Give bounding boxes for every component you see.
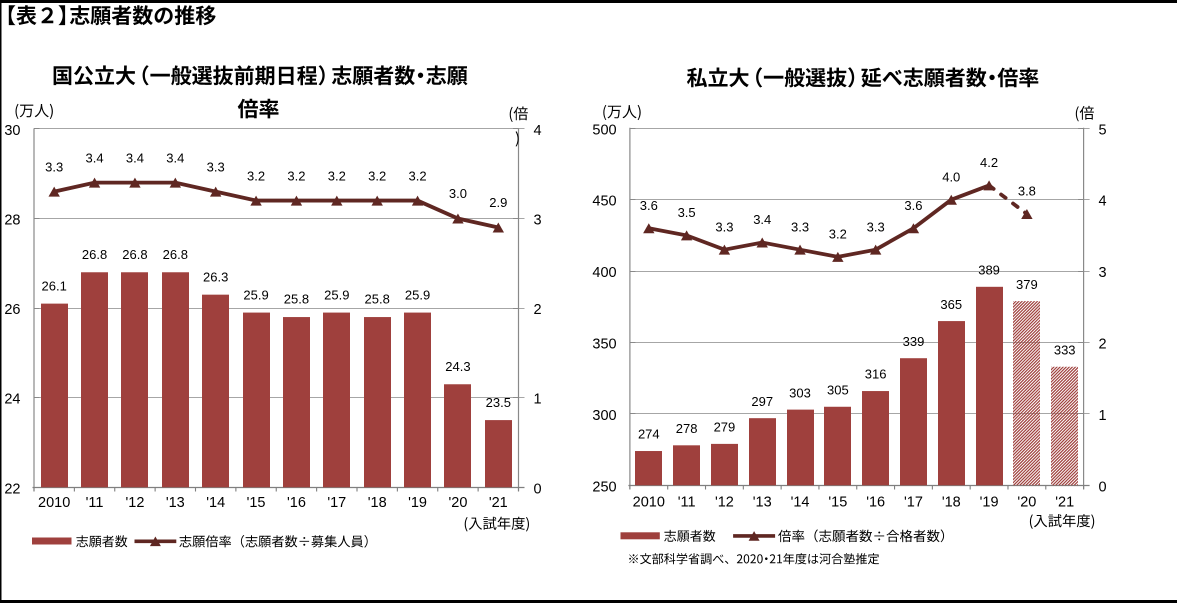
svg-text:'15: '15 [828, 495, 847, 511]
svg-text:23.5: 23.5 [486, 395, 511, 410]
svg-text:3.0: 3.0 [449, 186, 467, 201]
svg-text:333: 333 [1054, 343, 1076, 358]
svg-text:'13: '13 [753, 495, 772, 511]
svg-text:3.4: 3.4 [126, 150, 144, 165]
svg-text:4.0: 4.0 [942, 169, 960, 184]
svg-text:4: 4 [1099, 194, 1107, 210]
svg-text:3.2: 3.2 [287, 168, 305, 183]
svg-text:303: 303 [789, 385, 811, 400]
svg-text:26.8: 26.8 [122, 247, 147, 262]
svg-text:22: 22 [4, 481, 20, 497]
svg-text:3.2: 3.2 [328, 168, 346, 183]
svg-text:'15: '15 [247, 495, 266, 511]
svg-text:25.9: 25.9 [243, 287, 268, 302]
svg-text:3.3: 3.3 [45, 159, 63, 174]
svg-text:'19: '19 [980, 495, 999, 511]
svg-text:2.9: 2.9 [489, 195, 507, 210]
svg-text:0: 0 [534, 481, 542, 497]
svg-text:3.2: 3.2 [409, 168, 427, 183]
svg-text:4.2: 4.2 [980, 155, 998, 170]
svg-text:3.4: 3.4 [753, 212, 771, 227]
svg-text:2010: 2010 [633, 495, 665, 511]
svg-text:3.6: 3.6 [640, 198, 658, 213]
svg-text:500: 500 [592, 122, 616, 138]
svg-text:'21: '21 [489, 495, 508, 511]
svg-text:3.2: 3.2 [829, 227, 847, 242]
svg-text:5: 5 [1099, 122, 1107, 138]
svg-text:25.8: 25.8 [365, 292, 390, 307]
svg-text:'14: '14 [791, 495, 810, 511]
svg-text:28: 28 [4, 213, 20, 229]
svg-text:25.9: 25.9 [405, 287, 430, 302]
svg-text:'13: '13 [166, 495, 185, 511]
svg-text:'12: '12 [715, 495, 734, 511]
svg-text:365: 365 [940, 297, 962, 312]
svg-text:26.1: 26.1 [42, 278, 67, 293]
svg-text:278: 278 [676, 421, 698, 436]
svg-text:'17: '17 [327, 495, 346, 511]
svg-text:1: 1 [1099, 408, 1107, 424]
svg-text:24: 24 [4, 392, 20, 408]
svg-text:'18: '18 [942, 495, 961, 511]
svg-text:450: 450 [592, 194, 616, 210]
svg-text:'20: '20 [448, 495, 467, 511]
svg-text:3.4: 3.4 [86, 150, 104, 165]
svg-text:3.8: 3.8 [1018, 184, 1036, 199]
svg-text:26.8: 26.8 [82, 247, 107, 262]
svg-text:297: 297 [751, 394, 773, 409]
svg-text:3.3: 3.3 [791, 219, 809, 234]
svg-text:3.5: 3.5 [678, 205, 696, 220]
svg-text:3: 3 [1099, 265, 1107, 281]
svg-text:274: 274 [638, 427, 660, 442]
svg-text:25.9: 25.9 [324, 287, 349, 302]
svg-text:'14: '14 [206, 495, 225, 511]
svg-text:350: 350 [592, 337, 616, 353]
svg-text:250: 250 [592, 479, 616, 495]
svg-text:24.3: 24.3 [445, 359, 470, 374]
svg-text:300: 300 [592, 408, 616, 424]
svg-text:26.3: 26.3 [203, 269, 228, 284]
svg-text:'16: '16 [866, 495, 885, 511]
svg-text:400: 400 [592, 265, 616, 281]
svg-text:2010: 2010 [38, 495, 70, 511]
svg-text:389: 389 [978, 263, 1000, 278]
svg-text:3.3: 3.3 [207, 159, 225, 174]
svg-text:'16: '16 [287, 495, 306, 511]
svg-text:339: 339 [903, 334, 925, 349]
svg-text:305: 305 [827, 382, 849, 397]
svg-text:'12: '12 [125, 495, 144, 511]
svg-text:'19: '19 [408, 495, 427, 511]
svg-text:'11: '11 [678, 495, 696, 511]
svg-text:'18: '18 [368, 495, 387, 511]
svg-text:379: 379 [1016, 277, 1038, 292]
svg-text:1: 1 [534, 392, 542, 408]
svg-text:3: 3 [534, 213, 542, 229]
svg-text:0: 0 [1099, 479, 1107, 495]
svg-text:'21: '21 [1055, 495, 1074, 511]
svg-text:3.6: 3.6 [904, 198, 922, 213]
svg-text:3.2: 3.2 [368, 168, 386, 183]
svg-text:3.2: 3.2 [247, 168, 265, 183]
svg-text:'17: '17 [904, 495, 923, 511]
svg-text:279: 279 [714, 420, 736, 435]
svg-text:26: 26 [4, 302, 20, 318]
svg-text:4: 4 [534, 123, 542, 139]
svg-text:25.8: 25.8 [284, 292, 309, 307]
svg-text:26.8: 26.8 [163, 247, 188, 262]
svg-text:316: 316 [865, 367, 887, 382]
svg-text:'20: '20 [1017, 495, 1036, 511]
svg-text:3.3: 3.3 [867, 219, 885, 234]
svg-text:'11: '11 [86, 495, 104, 511]
svg-text:3.3: 3.3 [715, 219, 733, 234]
svg-text:30: 30 [4, 123, 20, 139]
svg-text:2: 2 [534, 302, 542, 318]
svg-text:2: 2 [1099, 337, 1107, 353]
svg-text:3.4: 3.4 [166, 150, 184, 165]
